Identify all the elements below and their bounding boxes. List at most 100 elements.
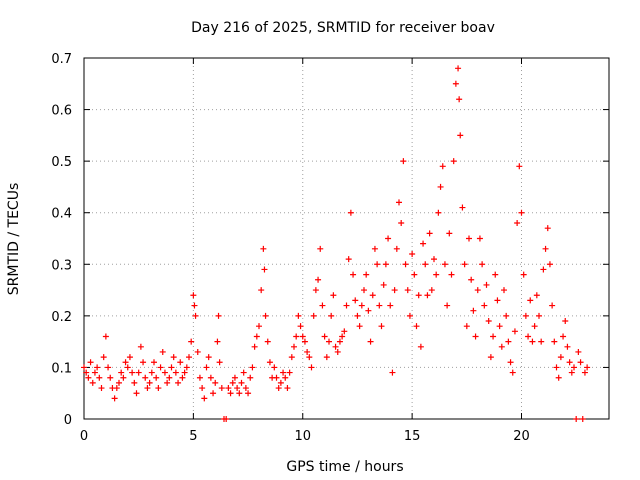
data-point: [584, 364, 591, 371]
data-point: [411, 271, 418, 278]
data-point: [113, 385, 120, 392]
data-point: [319, 302, 326, 309]
data-point: [323, 354, 330, 361]
data-point: [529, 338, 536, 345]
data-point: [288, 354, 295, 361]
data-point: [568, 369, 575, 376]
x-tick-label: 5: [189, 429, 197, 444]
data-point: [538, 338, 545, 345]
data-point: [205, 354, 212, 361]
data-point: [352, 297, 359, 304]
data-point: [332, 343, 339, 350]
data-point: [129, 369, 136, 376]
data-point: [527, 297, 534, 304]
data-point: [334, 348, 341, 355]
data-point: [236, 390, 243, 397]
data-point: [260, 245, 267, 252]
data-point: [551, 338, 558, 345]
data-point: [361, 287, 367, 294]
data-point: [522, 312, 529, 319]
data-point: [557, 354, 564, 361]
data-point: [194, 348, 201, 355]
data-point: [164, 379, 171, 386]
data-point: [339, 333, 346, 340]
data-point: [122, 359, 129, 366]
data-point: [100, 354, 107, 361]
data-point: [564, 343, 571, 350]
data-point: [148, 369, 155, 376]
data-point: [520, 271, 527, 278]
data-point: [199, 385, 206, 392]
data-point: [336, 338, 343, 345]
data-point: [481, 302, 488, 309]
data-point: [151, 359, 157, 366]
data-point: [218, 385, 225, 392]
data-point: [501, 287, 507, 294]
data-point: [131, 379, 138, 386]
data-point: [240, 369, 247, 376]
data-point: [562, 318, 569, 325]
data-point: [142, 374, 149, 381]
data-point: [291, 343, 297, 350]
data-point: [144, 385, 151, 392]
data-point: [367, 338, 374, 345]
data-point: [468, 276, 475, 283]
data-point: [577, 359, 584, 366]
data-point: [531, 323, 538, 330]
data-point: [358, 302, 365, 309]
data-point: [431, 256, 437, 263]
data-point: [463, 323, 470, 330]
data-point: [94, 364, 101, 371]
data-point: [544, 225, 551, 232]
data-point: [277, 379, 284, 386]
data-point: [542, 245, 549, 252]
data-point: [229, 379, 236, 386]
data-point: [389, 369, 396, 376]
y-axis-label: SRMTID / TECUs: [6, 183, 22, 296]
data-point: [459, 204, 466, 211]
data-point: [273, 374, 280, 381]
data-point: [396, 199, 402, 206]
data-point: [177, 359, 184, 366]
data-point: [188, 338, 195, 345]
data-point: [159, 348, 166, 355]
data-point: [196, 374, 203, 381]
data-point: [490, 333, 497, 340]
chart-title: Day 216 of 2025, SRMTID for receiver boa…: [191, 20, 495, 36]
data-point: [555, 374, 562, 381]
x-tick-label: 0: [80, 429, 88, 444]
data-point: [400, 158, 407, 165]
data-point: [385, 235, 392, 242]
data-point: [118, 369, 125, 376]
data-point: [466, 235, 472, 242]
data-point: [133, 390, 140, 397]
data-point: [406, 312, 413, 319]
data-point: [175, 379, 182, 386]
grid-lines: [84, 58, 609, 419]
plot-frame: [83, 57, 610, 420]
data-point: [391, 287, 398, 294]
data-point: [234, 385, 241, 392]
data-point: [168, 364, 175, 371]
data-point: [91, 369, 98, 376]
data-point: [245, 390, 252, 397]
data-point: [479, 261, 486, 268]
x-tick-label: 15: [404, 429, 421, 444]
data-point: [444, 302, 451, 309]
data-point: [126, 354, 133, 361]
data-point: [137, 343, 144, 350]
data-point: [546, 261, 553, 268]
data-point: [190, 292, 197, 299]
data-point: [275, 385, 282, 392]
data-point: [457, 132, 464, 139]
data-point: [227, 390, 234, 397]
data-point: [540, 266, 547, 273]
data-point: [201, 395, 208, 402]
data-point: [330, 292, 337, 299]
x-tick-label: 10: [294, 429, 311, 444]
data-point: [437, 183, 444, 190]
data-point: [485, 318, 492, 325]
data-point: [492, 271, 499, 278]
data-point: [483, 281, 490, 288]
data-point: [455, 65, 462, 72]
